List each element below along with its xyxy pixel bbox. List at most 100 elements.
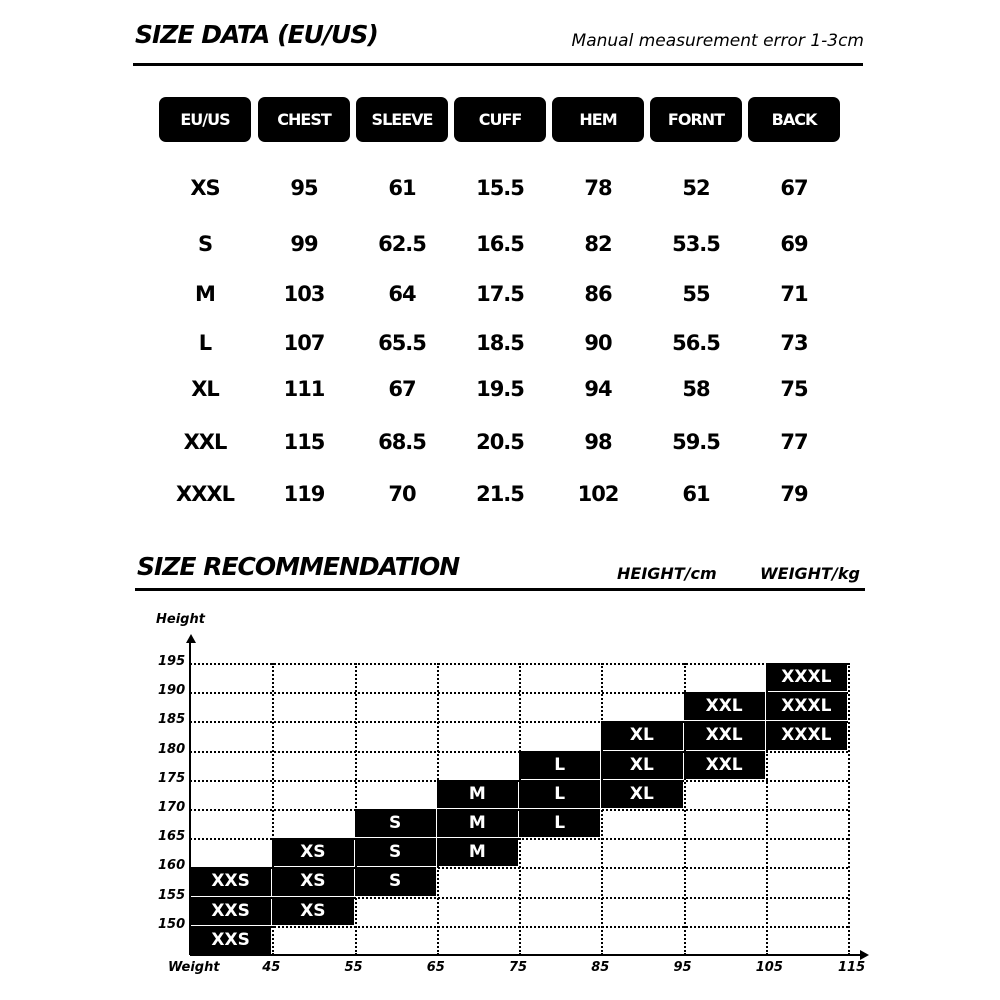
x-axis (190, 954, 862, 956)
size-cell: XL (601, 721, 683, 750)
gridline-vertical (272, 663, 275, 955)
measurement-cell: 53.5 (672, 232, 721, 256)
size-cell: XXS (190, 896, 272, 925)
measurement-cell: 86 (584, 282, 612, 306)
measurement-cell: 21.5 (476, 482, 525, 506)
size-cell: L (519, 809, 601, 838)
y-axis (189, 640, 191, 955)
size-cell: XS (272, 896, 354, 925)
size-label-cell: XXL (183, 430, 228, 454)
measurement-cell: 70 (388, 482, 416, 506)
measurement-cell: 55 (682, 282, 710, 306)
size-label-cell: XXXL (176, 482, 235, 506)
size-cell: M (436, 809, 518, 838)
size-cell: XXS (190, 925, 272, 954)
measurement-cell: 52 (682, 176, 710, 200)
size-cell: XL (601, 779, 683, 808)
column-header: SLEEVE (356, 97, 448, 142)
measurement-cell: 69 (780, 232, 808, 256)
measurement-cell: 67 (780, 176, 808, 200)
measurement-cell: 102 (577, 482, 620, 506)
measurement-cell: 65.5 (378, 331, 427, 355)
y-axis-arrow-icon (186, 634, 196, 643)
x-axis-label: Weight (168, 960, 220, 975)
measurement-cell: 103 (283, 282, 326, 306)
size-data-title: SIZE DATA (EU/US) (135, 20, 379, 49)
size-cell: M (436, 838, 518, 867)
measurement-cell: 61 (682, 482, 710, 506)
measurement-cell: 77 (780, 430, 808, 454)
divider (133, 63, 863, 66)
measurement-cell: 78 (584, 176, 612, 200)
measurement-cell: 62.5 (378, 232, 427, 256)
measurement-cell: 111 (283, 377, 326, 401)
measurement-cell: 99 (290, 232, 318, 256)
size-cell: XS (272, 838, 354, 867)
weight-unit: WEIGHT/kg (760, 564, 860, 583)
x-tick-label: 85 (591, 960, 610, 975)
measurement-cell: 15.5 (476, 176, 525, 200)
x-tick-label: 65 (426, 960, 445, 975)
size-cell: XXL (683, 721, 765, 750)
measurement-cell: 79 (780, 482, 808, 506)
size-label-cell: M (195, 282, 216, 306)
size-cell: XXS (190, 867, 272, 896)
gridline-vertical (683, 663, 686, 955)
gridline-vertical (765, 663, 768, 955)
measurement-note: Manual measurement error 1-3cm (571, 31, 864, 51)
size-label-cell: S (197, 232, 213, 256)
measurement-cell: 61 (388, 176, 416, 200)
size-cell: XXXL (765, 721, 847, 750)
size-cell: XXXL (765, 663, 847, 692)
column-header: CHEST (258, 97, 350, 142)
measurement-cell: 73 (780, 331, 808, 355)
size-label-cell: XL (191, 377, 220, 401)
y-tick-label: 190 (158, 683, 186, 699)
measurement-cell: 68.5 (378, 430, 427, 454)
size-recommendation-title: SIZE RECOMMENDATION (137, 552, 460, 581)
measurement-cell: 82 (584, 232, 612, 256)
measurement-cell: 58 (682, 377, 710, 401)
x-tick-label: 55 (344, 960, 363, 975)
x-tick-label: 95 (673, 960, 692, 975)
measurement-cell: 18.5 (476, 331, 525, 355)
y-tick-label: 155 (158, 887, 186, 903)
column-header: BACK (748, 97, 840, 142)
measurement-cell: 119 (283, 482, 326, 506)
measurement-cell: 67 (388, 377, 416, 401)
divider (135, 588, 865, 591)
height-unit: HEIGHT/cm (617, 564, 717, 583)
size-cell: XXL (683, 692, 765, 721)
gridline-vertical (601, 663, 604, 955)
y-tick-label: 150 (158, 916, 186, 932)
measurement-cell: 56.5 (672, 331, 721, 355)
measurement-cell: 71 (780, 282, 808, 306)
measurement-cell: 20.5 (476, 430, 525, 454)
y-tick-label: 180 (158, 741, 186, 757)
column-header: HEM (552, 97, 644, 142)
size-cell: L (519, 750, 601, 779)
y-tick-label: 165 (158, 829, 186, 845)
measurement-cell: 19.5 (476, 377, 525, 401)
size-cell: XL (601, 750, 683, 779)
measurement-cell: 95 (290, 176, 318, 200)
y-axis-label: Height (156, 612, 205, 627)
measurement-cell: 98 (584, 430, 612, 454)
size-label-cell: XS (190, 176, 220, 200)
size-cell: L (519, 779, 601, 808)
measurement-cell: 94 (584, 377, 612, 401)
measurement-cell: 90 (584, 331, 612, 355)
measurement-cell: 115 (283, 430, 326, 454)
gridline-vertical (848, 663, 850, 955)
size-cell: S (354, 838, 436, 867)
measurement-cell: 107 (283, 331, 326, 355)
measurement-cell: 59.5 (672, 430, 721, 454)
y-tick-label: 195 (158, 654, 186, 669)
size-label-cell: L (198, 331, 212, 355)
size-cell: M (436, 779, 518, 808)
x-tick-label: 75 (509, 960, 528, 975)
x-tick-label: 115 (838, 960, 866, 975)
column-header: FORNT (650, 97, 742, 142)
x-tick-label: 105 (755, 960, 783, 975)
size-cell: S (354, 867, 436, 896)
